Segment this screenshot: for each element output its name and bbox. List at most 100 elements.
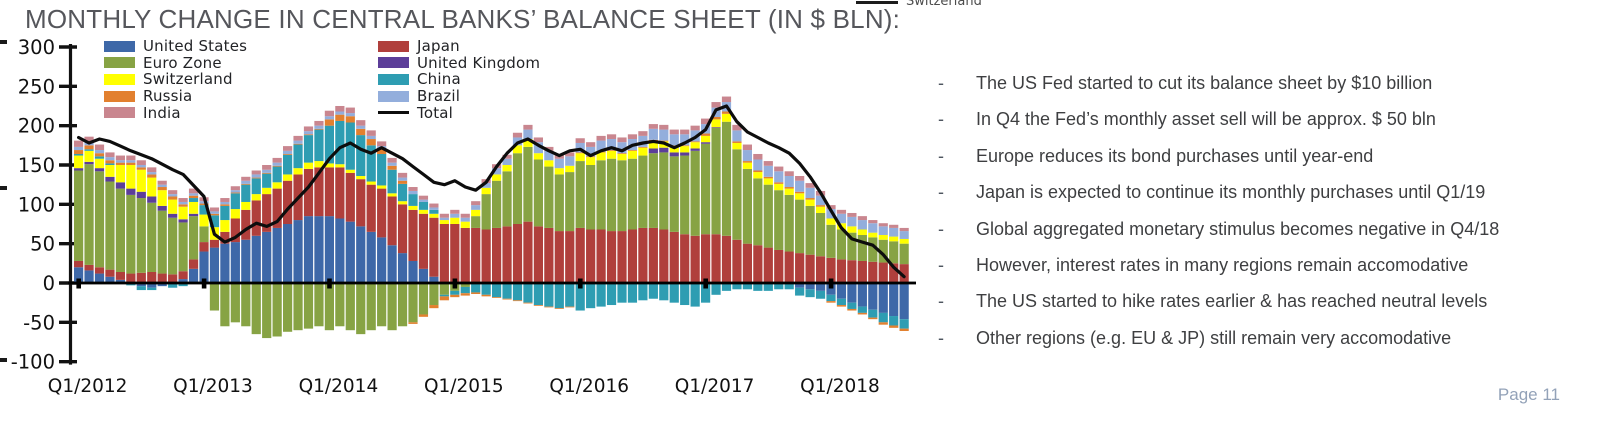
bullet-item: - The US Fed started to cut its balance s… xyxy=(938,72,1593,108)
bar-segment-india xyxy=(188,188,199,194)
bar-segment-united-kingdom xyxy=(157,205,167,211)
bar-segment-china xyxy=(554,283,564,309)
bar-segment-brazil xyxy=(293,140,303,144)
bar-segment-india xyxy=(168,190,178,195)
bar-segment-china xyxy=(742,283,752,290)
bar-segment-brazil xyxy=(742,150,752,162)
bar-segment-japan xyxy=(659,229,669,283)
bar-segment-euro-zone xyxy=(554,174,564,232)
bar-segment-euro-zone xyxy=(377,283,387,327)
bar-segment-india xyxy=(471,201,481,206)
bar-segment-india xyxy=(596,135,606,141)
bar-segment-euro-zone xyxy=(262,283,272,339)
bar-segment-united-states xyxy=(826,283,836,295)
legend-column: United States Euro Zone Switzerland Russia I… xyxy=(104,37,247,122)
bar-segment-china xyxy=(701,283,711,303)
bar-segment-switzerland xyxy=(188,201,199,214)
bar-segment-japan xyxy=(209,239,220,248)
bar-segment-switzerland xyxy=(721,113,732,122)
bar-segment-india xyxy=(345,107,355,114)
bar-segment-china xyxy=(774,283,784,290)
bar-segment-china xyxy=(523,283,533,303)
bullet-item: - However, interest rates in many regions… xyxy=(938,254,1593,290)
bar-segment-euro-zone xyxy=(502,171,512,227)
bar-segment-india xyxy=(439,213,449,218)
bar-segment-euro-zone xyxy=(241,283,251,327)
bar-segment-japan xyxy=(753,245,763,283)
bar-segment-china xyxy=(356,135,366,177)
bar-segment-china xyxy=(502,283,512,299)
bar-segment-japan xyxy=(868,261,878,283)
bar-segment-russia xyxy=(617,153,627,154)
bar-segment-brazil xyxy=(523,129,533,140)
bullet-dash: - xyxy=(938,109,944,130)
bar-segment-united-states xyxy=(847,283,857,303)
bar-segment-russia xyxy=(575,152,585,154)
bar-segment-china xyxy=(105,163,115,165)
bar-segment-russia xyxy=(230,192,240,194)
bar-segment-china xyxy=(147,287,157,291)
bar-segment-japan xyxy=(377,188,387,238)
bar-segment-china xyxy=(471,283,481,293)
bar-segment-euro-zone xyxy=(596,160,606,230)
bar-segment-united-states xyxy=(345,221,355,283)
bar-segment-japan xyxy=(345,172,355,222)
bullet-dash: - xyxy=(938,73,944,93)
bar-segment-united-states xyxy=(147,283,157,288)
bar-segment-japan xyxy=(826,257,836,283)
bar-segment-japan xyxy=(721,235,732,283)
bar-segment-russia xyxy=(147,174,157,178)
bar-segment-russia xyxy=(136,167,146,170)
bar-segment-switzerland xyxy=(899,238,909,244)
bar-segment-brazil xyxy=(272,162,282,166)
bar-segment-brazil xyxy=(251,174,261,178)
bullet-item: - Global aggregated monetary stimulus bec… xyxy=(938,218,1593,254)
bar-segment-euro-zone xyxy=(795,199,805,254)
bar-segment-japan xyxy=(701,234,711,283)
bar-segment-japan xyxy=(387,196,397,246)
bar-segment-switzerland xyxy=(178,206,188,220)
india-swatch-icon xyxy=(104,107,135,119)
legend-item-japan: Japan xyxy=(378,37,540,55)
bar-segment-india xyxy=(732,124,742,131)
legend-label: Brazil xyxy=(417,87,461,106)
bar-segment-india xyxy=(335,105,345,112)
bar-segment-united-kingdom xyxy=(648,148,658,154)
legend-label: United Kingdom xyxy=(417,53,541,72)
bar-segment-euro-zone xyxy=(126,194,136,274)
bar-segment-switzerland xyxy=(220,220,230,232)
bar-segment-brazil xyxy=(471,205,481,210)
bar-segment-russia xyxy=(94,153,105,157)
bar-segment-united-states xyxy=(74,267,84,283)
bar-segment-russia xyxy=(805,198,815,200)
bar-segment-china xyxy=(899,319,909,329)
bar-segment-japan xyxy=(471,227,481,283)
bar-segment-russia xyxy=(126,162,136,165)
bar-segment-switzerland xyxy=(335,164,345,168)
bar-segment-switzerland xyxy=(596,152,606,161)
bar-segment-india xyxy=(847,212,857,217)
bar-segment-brazil xyxy=(157,184,167,188)
bar-segment-united-kingdom xyxy=(680,152,690,156)
bar-segment-switzerland xyxy=(94,158,105,169)
bar-segment-euro-zone xyxy=(544,166,554,228)
bar-segment-euro-zone xyxy=(345,283,355,331)
bar-segment-russia xyxy=(157,187,167,191)
bar-segment-united-states xyxy=(84,270,94,283)
bar-segment-india xyxy=(805,183,815,188)
bar-segment-russia xyxy=(701,133,711,136)
bar-segment-china xyxy=(94,156,105,159)
legend-item-total: Total xyxy=(378,104,540,122)
bar-segment-china xyxy=(272,166,282,183)
bar-segment-japan xyxy=(648,227,658,283)
bar-segment-brazil xyxy=(544,150,554,161)
bar-segment-united-states xyxy=(262,231,272,283)
bar-segment-united-states xyxy=(324,216,334,283)
bar-segment-euro-zone xyxy=(178,222,188,272)
bullet-text: The US started to hike rates earlier & h… xyxy=(976,291,1488,312)
bar-segment-japan xyxy=(784,251,794,283)
bar-segment-india xyxy=(638,131,648,136)
bar-segment-japan xyxy=(732,239,742,283)
bar-segment-switzerland xyxy=(774,183,784,191)
bar-segment-switzerland xyxy=(397,201,408,205)
